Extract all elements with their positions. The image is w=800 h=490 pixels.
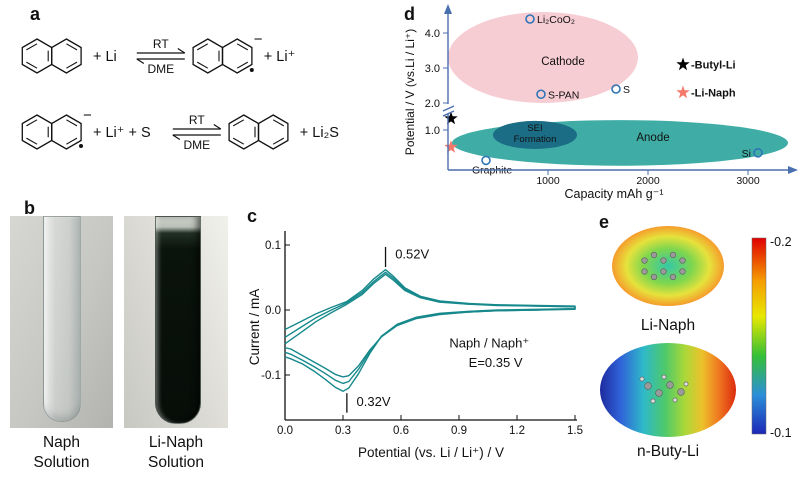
y-tick-label: 1.0 xyxy=(425,125,440,137)
annotation-text: E=0.35 V xyxy=(469,355,523,370)
x-tick-label: 1.5 xyxy=(567,425,583,437)
region-cathode xyxy=(448,12,638,103)
annotation-text: 0.32V xyxy=(357,394,391,409)
point-label: Si xyxy=(742,148,751,160)
cv-chart: 0.0 0.3 0.6 0.9 1.2 1.5 -0.1 0.0 0.1 Potential (v… xyxy=(247,231,583,460)
data-point xyxy=(611,84,621,94)
esp-panel: Li-Naph n-Buty-Li -0.2 -0.1 xyxy=(600,226,792,460)
legend-star-marker xyxy=(676,85,690,99)
x-tick-label: 1.2 xyxy=(509,425,525,437)
y-tick-label: 0.0 xyxy=(265,305,281,317)
arrow-condition-bottom: DME xyxy=(183,138,210,152)
cv-curve xyxy=(284,271,576,385)
axis-break xyxy=(442,110,455,117)
cv-curve xyxy=(284,273,576,378)
x-tick-label: 3000 xyxy=(736,175,760,187)
x-axis-title: Capacity mAh g⁻¹ xyxy=(565,187,664,201)
naphthalene-structure xyxy=(228,114,289,150)
data-point xyxy=(525,14,535,24)
legend-star-marker xyxy=(676,57,690,71)
atoms-li-naph xyxy=(641,251,686,281)
y-tick-label: 4.0 xyxy=(425,28,440,40)
x-tick-label: 0.3 xyxy=(335,425,351,437)
point-label: S-PAN xyxy=(548,89,579,101)
x-tick-label: 1000 xyxy=(536,175,560,187)
legend-label: -Butyl-Li xyxy=(691,60,736,72)
naphthalene-structure xyxy=(192,38,253,74)
point-label: Li₂CoO₂ xyxy=(537,14,575,26)
x-tick-label: 0.6 xyxy=(393,425,409,437)
region-label-sei: Formation xyxy=(514,134,557,145)
radical-dot xyxy=(79,144,83,148)
anion-charge: − xyxy=(254,31,263,48)
li-naph-marker xyxy=(444,140,458,153)
reaction-text: + Li⁺ + S xyxy=(93,125,151,141)
colorbar xyxy=(751,237,767,435)
y-tick-label: 3.0 xyxy=(425,63,440,75)
cv-curve xyxy=(284,268,576,393)
anion-charge: − xyxy=(83,107,92,124)
reaction-text: + Li xyxy=(93,49,117,65)
colorbar-min-label: -0.1 xyxy=(770,426,792,440)
annotation-text: Naph / Naph⁺ xyxy=(449,336,529,351)
region-label-cathode: Cathode xyxy=(541,56,584,68)
photo-naph-solution xyxy=(10,216,113,428)
x-axis-arrow xyxy=(788,166,798,174)
y-axis-title: Potential / V (vs.Li / Li⁺) xyxy=(403,29,417,155)
esp-map-n-butyl-li xyxy=(600,343,736,437)
panel-label-b: b xyxy=(24,198,35,218)
reaction-text: + Li⁺ xyxy=(264,49,295,65)
data-point xyxy=(536,89,546,100)
legend-label: -Li-Naph xyxy=(691,88,736,100)
esp-label-li-naph: Li-Naph xyxy=(641,317,695,334)
x-axis-title: Potential (vs. Li / Li⁺) / V xyxy=(358,445,504,460)
panel-label-a: a xyxy=(30,4,41,24)
y-axis-arrow xyxy=(444,4,452,14)
esp-map-li-naph xyxy=(612,226,724,306)
y-axis-title: Current / mA xyxy=(247,289,262,366)
test-tube-dark xyxy=(155,216,201,424)
test-tube-clear xyxy=(43,216,81,422)
data-point xyxy=(753,148,763,158)
panel-label-d: d xyxy=(404,4,415,24)
region-label-anode: Anode xyxy=(636,132,669,144)
y-tick-label: 2.0 xyxy=(425,98,440,110)
n-butyl-li-marker xyxy=(444,111,458,125)
axis-break xyxy=(442,105,455,112)
y-tick-label: -0.1 xyxy=(261,370,281,382)
data-point xyxy=(481,155,491,166)
point-label: S xyxy=(623,84,630,96)
radical-dot xyxy=(249,68,254,72)
x-tick-label: 0.9 xyxy=(451,425,467,437)
esp-label-n-butyl-li: n-Buty-Li xyxy=(637,443,699,460)
arrow-condition-top: RT xyxy=(189,113,205,127)
naphthalene-structure xyxy=(21,38,82,74)
caption-li-naph-solution: Li-Naph Solution xyxy=(147,434,204,472)
region-label-sei: SEI xyxy=(527,123,542,134)
y-tick-label: 0.1 xyxy=(265,240,281,252)
annotation-text: 0.52V xyxy=(395,247,429,262)
reaction-text: + Li₂S xyxy=(300,125,339,141)
arrow-condition-bottom: DME xyxy=(147,62,174,76)
colorbar-max-label: -0.2 xyxy=(770,235,792,249)
photo-li-naph-solution xyxy=(124,216,228,428)
region-sei xyxy=(493,120,577,149)
x-tick-label: 2000 xyxy=(636,175,660,187)
panel-label-c: c xyxy=(247,206,258,226)
panel-label-e: e xyxy=(599,212,610,232)
arrow-condition-top: RT xyxy=(153,37,169,51)
caption-naph-solution: Naph Solution xyxy=(33,434,90,472)
atoms-n-butyl-li xyxy=(639,374,689,404)
x-tick-label: 0.0 xyxy=(277,425,293,437)
naphthalene-structure xyxy=(21,114,82,150)
